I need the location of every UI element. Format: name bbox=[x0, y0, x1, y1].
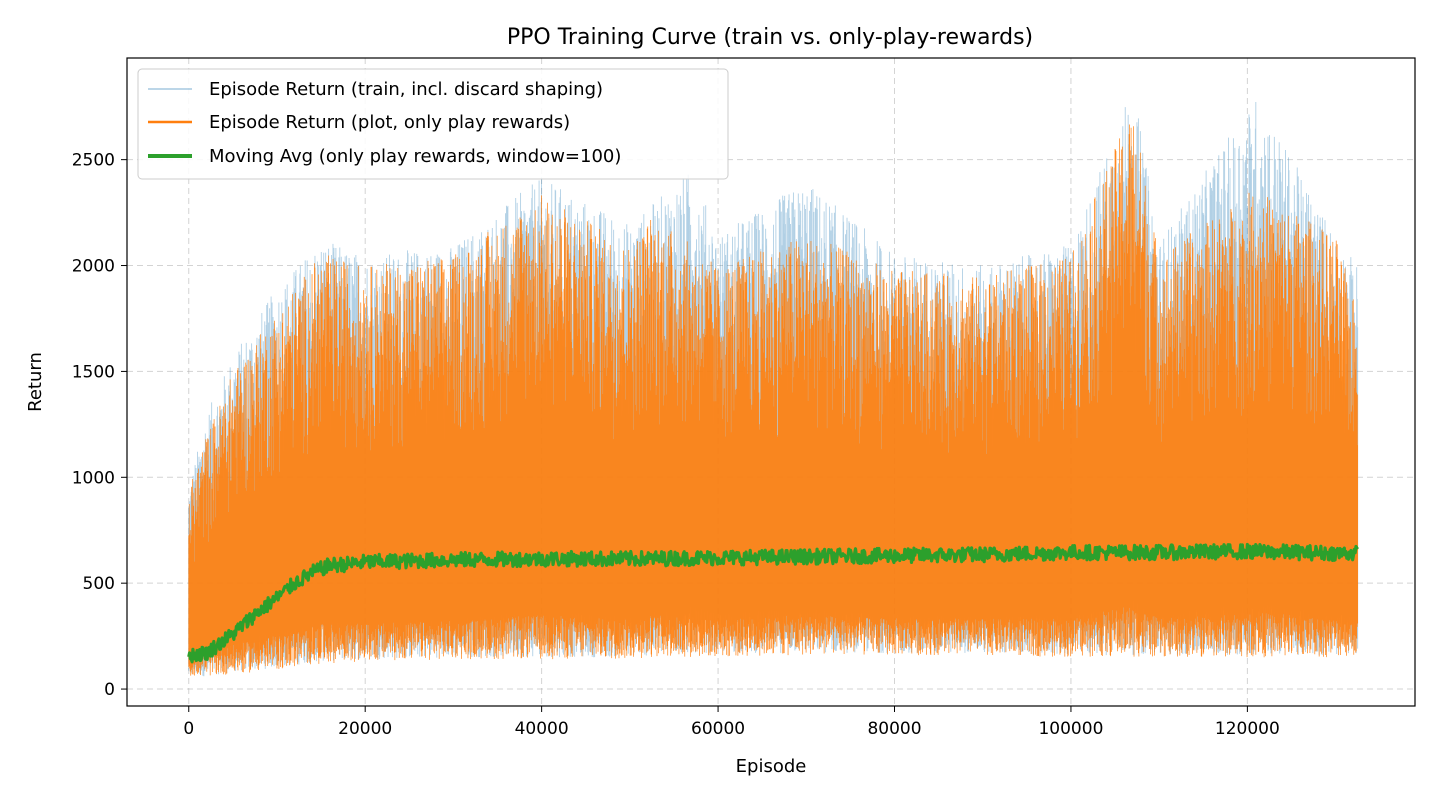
series-moving-avg bbox=[187, 542, 1359, 664]
x-axis-label: Episode bbox=[736, 756, 807, 777]
legend-label-moving-avg: Moving Avg (only play rewards, window=10… bbox=[209, 146, 621, 167]
plot-return-spikes bbox=[188, 124, 1359, 676]
series-plot-return bbox=[188, 124, 1359, 676]
legend-box bbox=[137, 68, 729, 180]
y-tick-label: 2000 bbox=[72, 257, 115, 277]
legend-label-plot: Episode Return (plot, only play rewards) bbox=[209, 112, 570, 133]
x-tick-label: 60000 bbox=[691, 719, 745, 739]
y-axis-label: Return bbox=[25, 352, 46, 412]
moving-avg-line bbox=[187, 542, 1359, 664]
x-tick-label: 40000 bbox=[515, 719, 569, 739]
x-tick-label: 80000 bbox=[867, 719, 921, 739]
y-tick-label: 1500 bbox=[72, 362, 115, 382]
x-tick-label: 100000 bbox=[1038, 719, 1103, 739]
y-tick-label: 500 bbox=[83, 574, 115, 594]
plot-frame bbox=[126, 57, 1416, 707]
legend: Episode Return (train, incl. discard sha… bbox=[137, 68, 729, 180]
y-tick-label: 1000 bbox=[72, 468, 115, 488]
x-tick-label: 0 bbox=[183, 719, 194, 739]
chart-title: PPO Training Curve (train vs. only-play-… bbox=[507, 25, 1033, 50]
x-tick-label: 20000 bbox=[338, 719, 392, 739]
ticks-layer: 0 20000 40000 60000 80000 100000 120000 0 500 100… bbox=[72, 151, 1280, 739]
legend-label-train: Episode Return (train, incl. discard sha… bbox=[209, 79, 603, 100]
plot-area bbox=[187, 102, 1359, 677]
y-tick-label: 0 bbox=[104, 680, 115, 700]
x-tick-label: 120000 bbox=[1215, 719, 1280, 739]
y-tick-label: 2500 bbox=[72, 151, 115, 171]
